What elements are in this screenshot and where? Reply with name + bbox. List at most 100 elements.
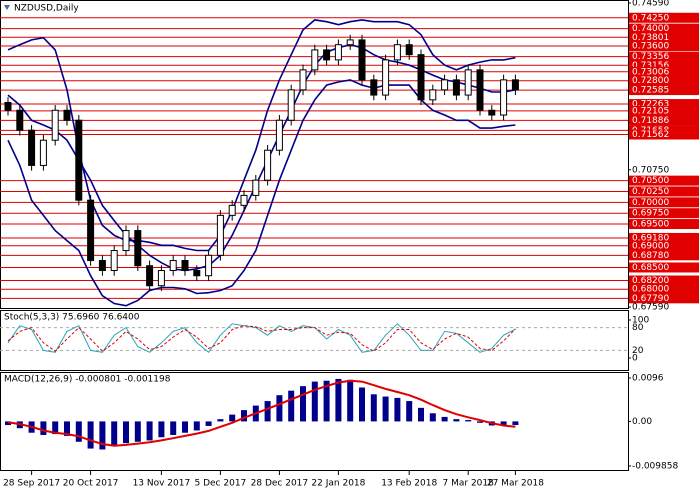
macd-bar <box>359 387 365 422</box>
level-label-bg <box>629 175 699 186</box>
level-label: 0.71562 <box>632 130 669 140</box>
level-label-bg <box>629 232 699 243</box>
macd-bar <box>300 386 306 422</box>
candle-body <box>429 89 437 101</box>
level-label: 0.73801 <box>632 33 669 43</box>
candle-body <box>193 270 201 277</box>
candle-body <box>464 69 472 96</box>
x-tick-label: 13 Feb 2018 <box>381 479 437 489</box>
macd-bar <box>205 421 212 426</box>
x-tick-label: 7 Mar 2018 <box>443 479 495 489</box>
macd-bar <box>512 421 519 426</box>
macd-bar <box>170 421 177 435</box>
candle-body <box>181 260 189 272</box>
level-label-bg <box>629 99 699 110</box>
level-label: 0.70250 <box>632 187 669 197</box>
y-tick-label: 0.00 <box>632 417 652 427</box>
candle-body <box>382 59 390 96</box>
candle-body <box>264 149 272 181</box>
bollinger-middle <box>7 43 516 272</box>
y-tick-label: 0.74590 <box>632 0 669 9</box>
macd-bar <box>477 421 483 423</box>
candle-body <box>511 79 519 91</box>
macd-bar <box>335 378 342 422</box>
level-label-bg <box>629 219 699 230</box>
level-label: 0.72585 <box>632 86 669 96</box>
candle-body <box>4 101 12 111</box>
level-label: 0.68500 <box>632 263 669 273</box>
candle-body <box>98 260 106 272</box>
level-label-bg <box>629 75 699 86</box>
candle-body <box>252 179 260 196</box>
x-tick-label: 22 Jan 2018 <box>311 479 365 489</box>
stoch-line <box>7 325 516 352</box>
candle-body <box>122 230 130 252</box>
level-label: 0.69180 <box>632 233 669 243</box>
level-label: 20 <box>632 346 644 356</box>
x-tick-label: 28 Sep 2017 <box>3 479 60 489</box>
candle-body <box>110 250 118 272</box>
candle-body <box>323 49 331 61</box>
y-tick-label: 0 <box>632 354 638 364</box>
level-label: 0.68780 <box>632 251 669 261</box>
macd-bar <box>158 421 165 438</box>
candle-body <box>311 49 319 71</box>
macd-bar <box>453 419 460 422</box>
x-tick-label: 13 Nov 2017 <box>133 479 191 489</box>
candle-body <box>275 119 283 151</box>
macd-bar <box>134 421 141 442</box>
candle-body <box>63 109 71 121</box>
price-title: NZDUSD,Daily <box>14 4 79 14</box>
macd-bar <box>182 421 188 433</box>
macd-bar <box>123 421 129 444</box>
stoch-panel-frame <box>0 310 629 371</box>
level-label-bg <box>629 240 699 251</box>
level-label: 0.73356 <box>632 52 669 62</box>
macd-bar <box>288 390 295 422</box>
level-label-bg <box>629 105 699 116</box>
macd-bar <box>111 421 118 447</box>
candle-body <box>346 39 354 46</box>
level-label: 0.72263 <box>632 100 669 110</box>
macd-bar <box>418 407 424 422</box>
y-tick-label: 0.67590 <box>632 303 669 313</box>
candle-body <box>476 69 484 111</box>
level-label-bg <box>629 293 699 304</box>
level-label-bg <box>629 66 699 77</box>
y-tick-label: -0.009858 <box>632 462 678 472</box>
level-label-bg <box>629 129 699 140</box>
level-label-bg <box>629 186 699 197</box>
candle-body <box>417 54 425 101</box>
macd-bar <box>370 394 377 422</box>
symbol-icon <box>4 5 10 10</box>
candle-body <box>358 39 366 81</box>
bollinger-lower <box>7 79 516 307</box>
y-tick-label: 100 <box>632 316 649 326</box>
level-label: 0.74250 <box>632 13 669 23</box>
x-tick-label: 27 Mar 2018 <box>487 479 544 489</box>
candle-body <box>216 214 224 256</box>
level-label: 0.72105 <box>632 106 669 116</box>
macd-bar <box>52 421 59 435</box>
candle-body <box>146 265 154 287</box>
candle-body <box>488 109 496 116</box>
candle-body <box>87 199 95 262</box>
candle-body <box>393 44 401 61</box>
y-tick-label: 0.70750 <box>632 165 669 175</box>
macd-bar <box>146 421 153 441</box>
macd-bar <box>394 397 401 422</box>
level-label-bg <box>629 32 699 43</box>
macd-signal <box>7 379 516 447</box>
macd-bar <box>311 381 318 422</box>
x-tick-label: 20 Oct 2017 <box>63 479 119 489</box>
level-label: 0.70500 <box>632 176 669 186</box>
level-label: 0.73156 <box>632 61 669 71</box>
level-label: 0.72800 <box>632 76 669 86</box>
macd-bar <box>64 421 70 436</box>
candle-body <box>299 69 307 91</box>
macd-bar <box>465 420 472 422</box>
level-label-bg <box>629 12 699 23</box>
bollinger-upper <box>7 19 516 252</box>
level-label: 0.69000 <box>632 241 669 251</box>
